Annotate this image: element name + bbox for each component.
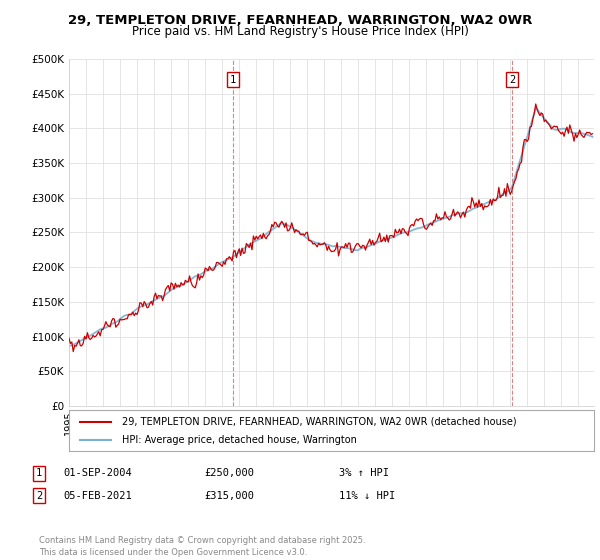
Text: 01-SEP-2004: 01-SEP-2004 (63, 468, 132, 478)
Text: 29, TEMPLETON DRIVE, FEARNHEAD, WARRINGTON, WA2 0WR (detached house): 29, TEMPLETON DRIVE, FEARNHEAD, WARRINGT… (121, 417, 516, 427)
Text: 11% ↓ HPI: 11% ↓ HPI (339, 491, 395, 501)
Text: £250,000: £250,000 (204, 468, 254, 478)
Text: 2: 2 (36, 491, 42, 501)
Text: 05-FEB-2021: 05-FEB-2021 (63, 491, 132, 501)
Text: 29, TEMPLETON DRIVE, FEARNHEAD, WARRINGTON, WA2 0WR: 29, TEMPLETON DRIVE, FEARNHEAD, WARRINGT… (68, 14, 532, 27)
Text: 1: 1 (230, 74, 236, 85)
Text: Price paid vs. HM Land Registry's House Price Index (HPI): Price paid vs. HM Land Registry's House … (131, 25, 469, 38)
Text: £315,000: £315,000 (204, 491, 254, 501)
Text: 2: 2 (509, 74, 515, 85)
Text: 3% ↑ HPI: 3% ↑ HPI (339, 468, 389, 478)
Text: Contains HM Land Registry data © Crown copyright and database right 2025.
This d: Contains HM Land Registry data © Crown c… (39, 536, 365, 557)
Text: HPI: Average price, detached house, Warrington: HPI: Average price, detached house, Warr… (121, 435, 356, 445)
Text: 1: 1 (36, 468, 42, 478)
